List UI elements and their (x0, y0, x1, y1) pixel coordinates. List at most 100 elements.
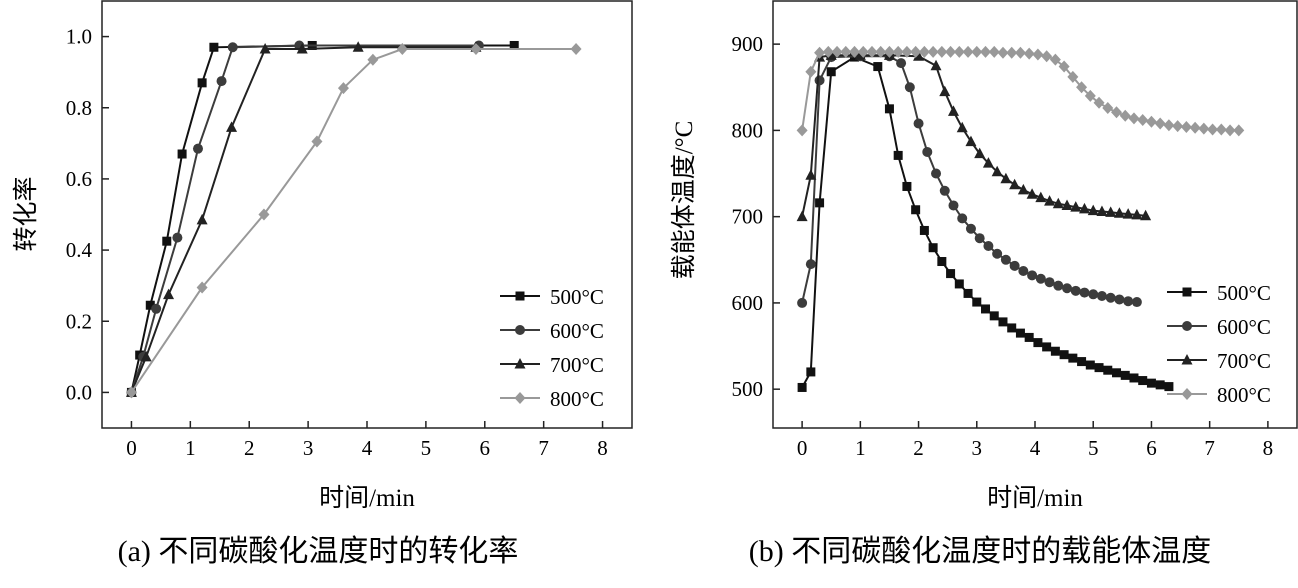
data-point-diamond (1084, 89, 1096, 102)
legend-marker-circle (515, 325, 525, 335)
data-point-diamond (840, 45, 852, 58)
data-point-triangle (1096, 205, 1108, 216)
data-point-diamond (805, 65, 817, 78)
data-point-diamond (945, 45, 957, 58)
data-point-square (884, 104, 894, 114)
data-point-triangle (196, 213, 208, 225)
data-point-diamond (1215, 123, 1227, 136)
data-point-triangle (982, 157, 994, 168)
x-tick-label: 2 (244, 436, 255, 460)
chart-b-xlabel: 时间/min (987, 484, 1083, 512)
data-point-diamond (1137, 114, 1149, 127)
chart-a: 0 1 2 3 4 5 6 7 8 0.0 0.2 0.4 0.6 0.8 1.0 500°C 600°C 70… (12, 0, 633, 568)
data-point-diamond (927, 45, 939, 58)
data-point-circle (957, 213, 968, 224)
chart-a-ylabel: 转化率 (12, 176, 40, 251)
x-tick-label: 6 (480, 436, 491, 460)
legend-marker-square (515, 291, 525, 301)
data-point-square (209, 42, 219, 52)
data-point-diamond (1189, 121, 1201, 134)
data-point-circle (1027, 270, 1038, 281)
data-point-square (145, 300, 155, 310)
y-tick-label: 0.0 (66, 380, 92, 404)
data-point-circle (227, 42, 238, 53)
data-point-circle (797, 297, 808, 308)
x-tick-label: 8 (597, 436, 608, 460)
data-point-triangle (947, 105, 959, 116)
data-point-square (815, 198, 825, 208)
data-point-square (162, 236, 172, 246)
data-point-triangle (796, 210, 808, 222)
data-point-triangle (913, 50, 925, 61)
data-point-diamond (1233, 124, 1245, 137)
data-point-square (1103, 365, 1113, 375)
data-point-diamond (1111, 106, 1123, 119)
data-point-circle (1000, 254, 1011, 265)
x-tick-label: 3 (972, 436, 983, 460)
data-point-diamond (901, 45, 913, 58)
data-point-circle (1070, 285, 1081, 296)
data-point-square (1085, 360, 1095, 370)
series-line-triangle (130, 46, 476, 393)
data-point-diamond (125, 386, 137, 399)
data-point-circle (939, 185, 950, 196)
series-line-square (801, 55, 1170, 388)
data-point-circle (1096, 291, 1107, 302)
data-point-diamond (258, 208, 270, 221)
data-point-circle (896, 58, 907, 69)
data-point-diamond (396, 43, 408, 56)
legend-marker-triangle (514, 358, 526, 369)
data-point-triangle (1122, 208, 1134, 219)
data-point-square (873, 62, 883, 72)
data-point-diamond (1058, 60, 1070, 73)
data-point-triangle (1105, 206, 1117, 217)
chart-a-xlabel: 时间/min (319, 484, 415, 512)
x-tick-label: 0 (126, 436, 137, 460)
series-line-circle (130, 44, 479, 393)
legend-label: 600°C (550, 319, 604, 343)
data-point-triangle (1078, 202, 1090, 214)
data-point-diamond (857, 45, 869, 58)
data-point-square (1033, 338, 1043, 348)
data-point-square (893, 150, 903, 160)
data-point-circle (1035, 273, 1046, 284)
x-tick-label: 7 (1204, 436, 1215, 460)
y-tick-label: 0.2 (66, 309, 92, 333)
data-point-circle (1079, 287, 1090, 298)
data-point-diamond (1014, 46, 1026, 59)
data-point-triangle (1035, 191, 1047, 203)
data-point-diamond (1180, 120, 1192, 133)
data-point-diamond (875, 45, 887, 58)
y-tick-label: 800 (732, 118, 764, 142)
data-point-square (1155, 380, 1165, 390)
data-point-diamond (311, 135, 323, 148)
x-tick-label: 0 (797, 436, 808, 460)
legend-marker-diamond (1181, 388, 1193, 400)
data-point-circle (805, 259, 816, 270)
data-point-square (1042, 342, 1052, 352)
series-line-square (130, 44, 515, 393)
legend-label: 500°C (1217, 281, 1271, 305)
data-point-circle (1131, 297, 1142, 308)
data-point-square (1129, 373, 1139, 383)
data-point-diamond (822, 45, 834, 58)
data-point-circle (192, 143, 203, 154)
data-point-square (928, 243, 938, 253)
data-point-triangle (805, 169, 817, 180)
data-point-circle (172, 232, 183, 243)
x-tick-label: 4 (362, 436, 373, 460)
data-point-square (1077, 357, 1087, 367)
y-tick-label: 0.6 (66, 167, 92, 191)
data-point-square (911, 205, 921, 215)
data-point-diamond (196, 281, 208, 294)
x-tick-label: 2 (913, 436, 924, 460)
legend-marker-triangle (1181, 354, 1193, 365)
data-point-diamond (1207, 123, 1219, 136)
data-point-diamond (814, 46, 826, 59)
chart-b-caption: (b) 不同碳酸化温度时的载能体温度 (749, 535, 1211, 568)
y-tick-label: 900 (732, 32, 764, 56)
data-point-diamond (918, 45, 930, 58)
data-point-triangle (1052, 197, 1064, 209)
y-tick-label: 500 (732, 377, 764, 401)
legend-label: 800°C (550, 387, 604, 411)
